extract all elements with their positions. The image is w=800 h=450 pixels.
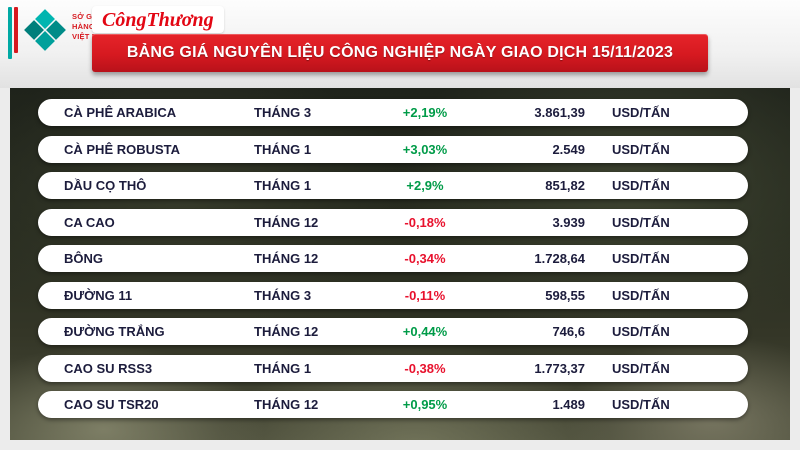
commodity-name: CA CAO [64, 214, 115, 230]
title-banner: BẢNG GIÁ NGUYÊN LIỆU CÔNG NGHIỆP NGÀY GI… [92, 34, 708, 72]
price-value: 851,82 [545, 178, 585, 193]
price-unit: USD/TẤN [612, 287, 670, 303]
price-table: CÀ PHÊ ARABICA THÁNG 3 +2,19% 3.861,39 U… [38, 99, 748, 418]
contract-month: THÁNG 12 [254, 397, 319, 412]
price-value: 1.773,37 [534, 360, 585, 376]
price-unit: USD/TẤN [612, 397, 670, 412]
congthuong-logo: CôngThương [92, 6, 224, 33]
exchange-name-line: VIỆT NAM [72, 31, 110, 41]
page-title: BẢNG GIÁ NGUYÊN LIỆU CÔNG NGHIỆP NGÀY GI… [126, 44, 674, 61]
contract-month: THÁNG 12 [254, 214, 319, 230]
price-value: 3.861,39 [534, 105, 585, 120]
price-value: 2.549 [552, 141, 585, 157]
commodity-name: ĐƯỜNG TRẮNG [64, 324, 165, 339]
commodity-name: CÀ PHÊ ROBUSTA [64, 141, 181, 157]
table-row: ĐƯỜNG 11 THÁNG 3 -0,11% 598,55 USD/TẤN [38, 281, 748, 309]
price-unit: USD/TẤN [612, 105, 670, 120]
commodity-name: BÔNG [64, 251, 103, 266]
table-row: BÔNG THÁNG 12 -0,34% 1.728,64 USD/TẤN [38, 245, 748, 272]
commodity-name: CÀ PHÊ ARABICA [64, 105, 177, 120]
table-row: CÀ PHÊ ARABICA THÁNG 3 +2,19% 3.861,39 U… [38, 99, 748, 126]
change-percent: -0,34% [404, 251, 446, 266]
price-unit: USD/TẤN [612, 214, 670, 230]
price-unit: USD/TẤN [612, 141, 670, 157]
commodity-name: CAO SU RSS3 [64, 360, 153, 376]
change-percent: +0,95% [402, 397, 448, 412]
table-row: CAO SU TSR20 THÁNG 12 +0,95% 1.489 USD/T… [38, 391, 748, 418]
change-percent: +0,44% [402, 324, 448, 339]
table-row: CA CAO THÁNG 12 -0,18% 3.939 USD/TẤN [38, 208, 748, 236]
commodity-name: DẦU CỌ THÔ [64, 178, 147, 193]
teal-accent-bar [8, 7, 12, 59]
contract-month: THÁNG 12 [254, 251, 319, 266]
table-row: CAO SU RSS3 THÁNG 1 -0,38% 1.773,37 USD/… [38, 354, 748, 382]
change-percent: -0,18% [404, 214, 446, 230]
red-accent-bar [14, 7, 18, 53]
contract-month: THÁNG 1 [254, 178, 312, 193]
price-unit: USD/TẤN [612, 178, 670, 193]
table-row: CÀ PHÊ ROBUSTA THÁNG 1 +3,03% 2.549 USD/… [38, 135, 748, 163]
contract-month: THÁNG 3 [254, 105, 312, 120]
commodity-name: ĐƯỜNG 11 [64, 287, 133, 303]
change-percent: +3,03% [402, 141, 448, 157]
contract-month: THÁNG 1 [254, 360, 312, 376]
contract-month: THÁNG 1 [254, 141, 312, 157]
price-value: 1.489 [552, 397, 585, 412]
price-value: 1.728,64 [534, 251, 585, 266]
commodity-name: CAO SU TSR20 [64, 397, 159, 412]
price-unit: USD/TẤN [612, 360, 670, 376]
table-row: DẦU CỌ THÔ THÁNG 1 +2,9% 851,82 USD/TẤN [38, 172, 748, 199]
change-percent: +2,9% [406, 178, 444, 193]
change-percent: +2,19% [402, 105, 448, 120]
contract-month: THÁNG 3 [254, 287, 312, 303]
congthuong-logo-text: CôngThương [102, 8, 214, 31]
table-row: ĐƯỜNG TRẮNG THÁNG 12 +0,44% 746,6 USD/TẤ… [38, 318, 748, 345]
change-percent: -0,11% [404, 287, 446, 303]
mxv-diamond-icon [24, 9, 66, 51]
change-percent: -0,38% [404, 360, 446, 376]
price-value: 3.939 [552, 214, 585, 230]
contract-month: THÁNG 12 [254, 324, 319, 339]
price-value: 598,55 [545, 287, 585, 303]
price-unit: USD/TẤN [612, 251, 670, 266]
price-value: 746,6 [552, 324, 585, 339]
price-unit: USD/TẤN [612, 324, 670, 339]
